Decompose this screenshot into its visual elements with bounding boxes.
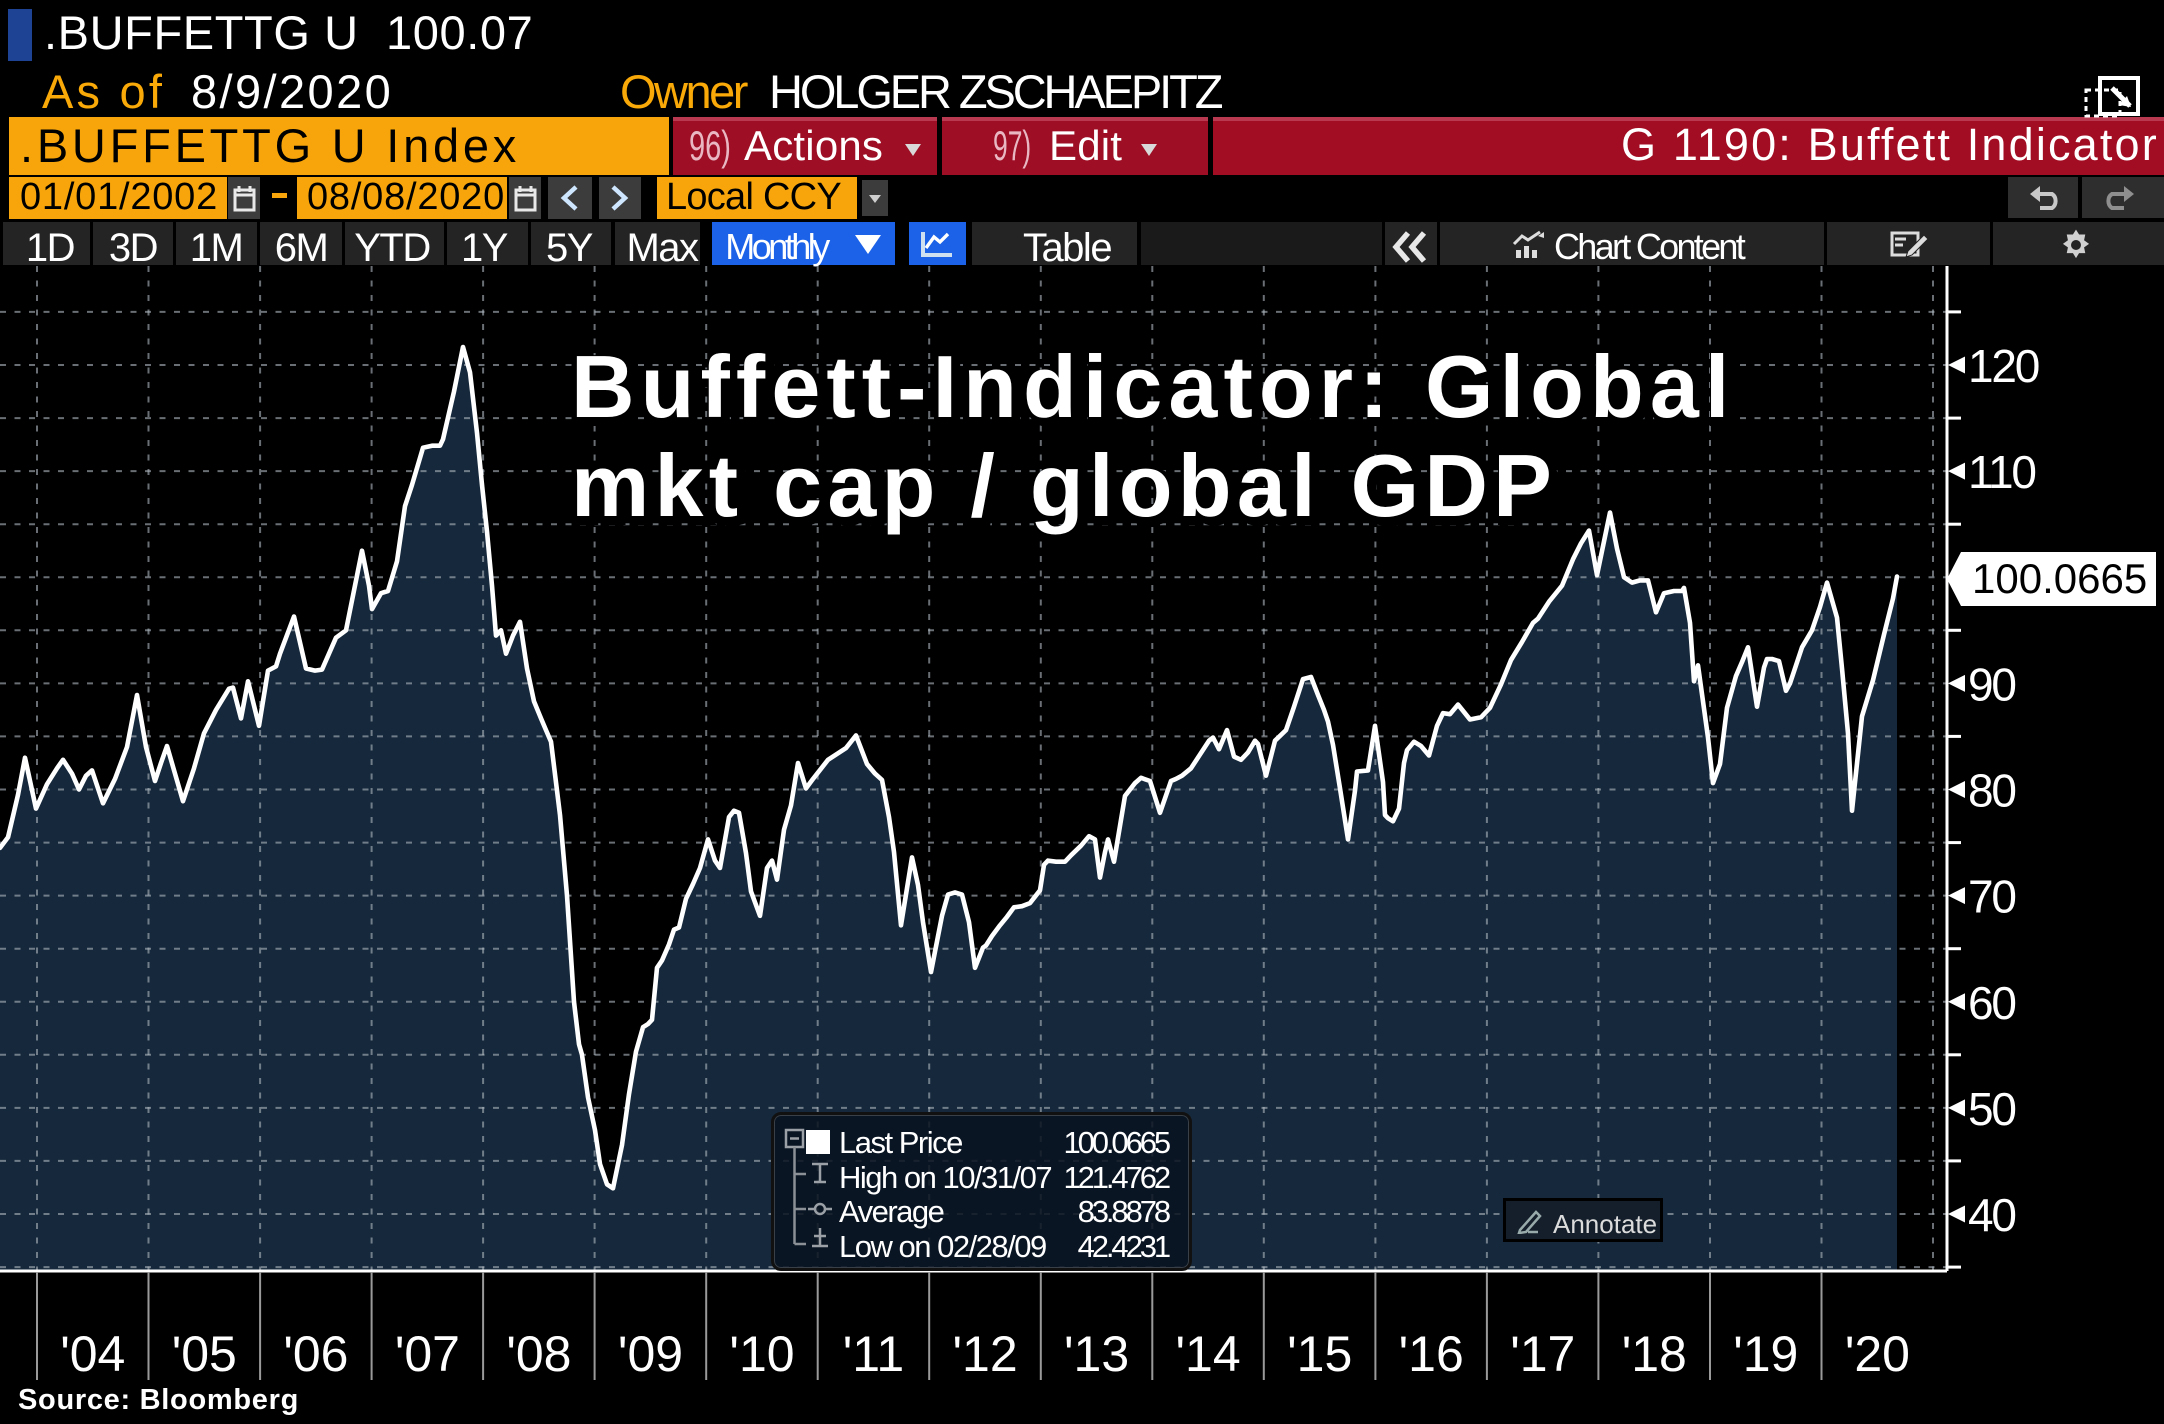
svg-text:'09: '09 — [618, 1326, 683, 1382]
svg-text:Buffett-Indicator: Global: Buffett-Indicator: Global — [575, 341, 1739, 440]
svg-text:'05: '05 — [172, 1326, 237, 1382]
svg-text:100.0665: 100.0665 — [1972, 555, 2147, 602]
svg-text:'07: '07 — [395, 1326, 460, 1382]
svg-text:'19: '19 — [1733, 1326, 1798, 1382]
svg-text:'14: '14 — [1176, 1326, 1241, 1382]
svg-text:'12: '12 — [953, 1326, 1018, 1382]
svg-text:'06: '06 — [283, 1326, 348, 1382]
svg-text:'10: '10 — [729, 1326, 794, 1382]
svg-text:'16: '16 — [1399, 1326, 1464, 1382]
svg-text:'18: '18 — [1622, 1326, 1687, 1382]
svg-text:'17: '17 — [1510, 1326, 1575, 1382]
svg-text:60: 60 — [1968, 977, 2015, 1029]
svg-text:'08: '08 — [506, 1326, 571, 1382]
svg-text:120: 120 — [1968, 340, 2039, 392]
svg-text:Source: Bloomberg: Source: Bloomberg — [18, 1384, 299, 1416]
svg-text:Buffett-Indicator: Global: Buffett-Indicator: Global — [571, 337, 1735, 436]
svg-text:40: 40 — [1968, 1189, 2015, 1241]
svg-text:50: 50 — [1968, 1083, 2015, 1135]
svg-text:70: 70 — [1968, 871, 2015, 923]
svg-text:110: 110 — [1968, 446, 2035, 498]
svg-text:'20: '20 — [1845, 1326, 1910, 1382]
svg-text:'15: '15 — [1287, 1326, 1352, 1382]
svg-text:80: 80 — [1968, 765, 2015, 817]
svg-text:mkt cap / global GDP: mkt cap / global GDP — [575, 440, 1561, 539]
svg-text:mkt cap / global GDP: mkt cap / global GDP — [571, 436, 1557, 535]
svg-text:'04: '04 — [60, 1326, 125, 1382]
svg-text:'13: '13 — [1064, 1326, 1129, 1382]
svg-text:90: 90 — [1968, 658, 2015, 710]
svg-text:'11: '11 — [843, 1326, 904, 1382]
